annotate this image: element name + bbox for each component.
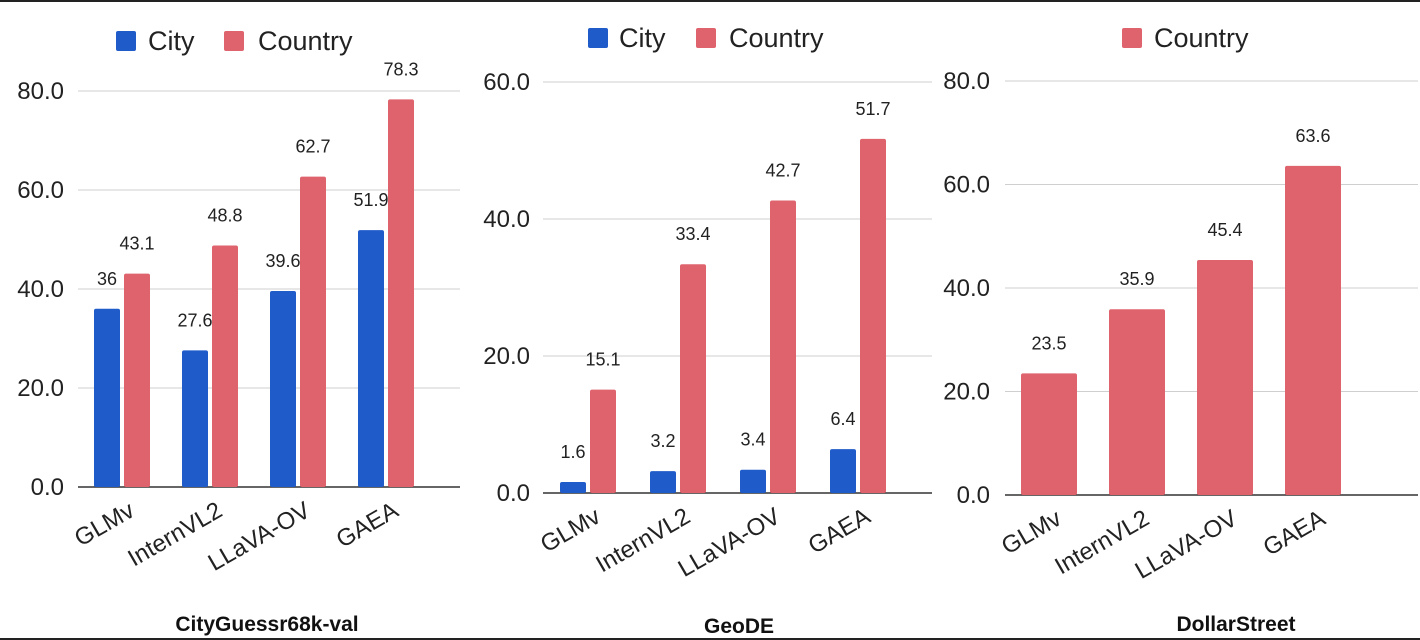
bar-country — [770, 200, 796, 493]
y-tick-label: 20.0 — [483, 343, 530, 370]
chart-panel-3: 0.020.040.060.080.023.5GLMv35.9InternVL2… — [943, 23, 1418, 636]
y-tick-label: 40.0 — [483, 206, 530, 233]
bar-country — [680, 264, 706, 493]
data-label: 36 — [97, 269, 117, 289]
data-label: 78.3 — [383, 59, 418, 79]
y-tick-label: 0.0 — [497, 480, 530, 507]
data-label: 1.6 — [560, 442, 585, 462]
bar-country — [1197, 260, 1253, 495]
legend-label: Country — [729, 23, 824, 53]
bar-city — [94, 308, 120, 487]
y-tick-label: 60.0 — [17, 177, 64, 204]
x-tick-label: GAEA — [332, 497, 403, 554]
top-border — [0, 0, 1420, 2]
data-label: 42.7 — [765, 161, 800, 181]
bar-country — [860, 138, 886, 494]
y-tick-label: 0.0 — [31, 474, 64, 501]
legend-swatch-country — [1122, 28, 1142, 48]
chart-panel-2: 0.020.040.060.01.615.1GLMv3.233.4InternV… — [483, 23, 932, 638]
bar-country — [300, 176, 326, 487]
bar-country — [1109, 309, 1165, 495]
bar-country — [1285, 165, 1341, 495]
y-tick-label: 60.0 — [483, 69, 530, 96]
y-tick-label: 40.0 — [943, 275, 990, 302]
bar-city — [182, 350, 208, 487]
y-tick-label: 20.0 — [17, 375, 64, 402]
chart-title: CityGuessr68k-val — [175, 613, 358, 636]
legend-label: Country — [258, 26, 353, 56]
data-label: 33.4 — [675, 224, 710, 244]
x-tick-label: GLMv — [997, 505, 1066, 560]
x-tick-label: GLMv — [536, 503, 605, 558]
bar-city — [830, 449, 856, 493]
data-label: 3.4 — [740, 430, 765, 450]
data-label: 35.9 — [1119, 269, 1154, 289]
data-label: 43.1 — [119, 234, 154, 254]
x-tick-label: GAEA — [1259, 505, 1330, 562]
legend-label: City — [619, 23, 666, 53]
data-label: 62.7 — [295, 137, 330, 157]
bar-country — [388, 99, 414, 487]
legend-swatch-city — [116, 31, 136, 51]
x-tick-label: GLMv — [70, 497, 139, 552]
y-tick-label: 60.0 — [943, 172, 990, 199]
chart-title: GeoDE — [704, 615, 774, 638]
y-tick-label: 20.0 — [943, 379, 990, 406]
legend-label: Country — [1154, 23, 1249, 53]
data-label: 45.4 — [1207, 220, 1242, 240]
y-tick-label: 0.0 — [957, 482, 990, 509]
data-label: 48.8 — [207, 205, 242, 225]
bar-city — [560, 482, 586, 493]
bar-city — [270, 290, 296, 487]
bar-country — [590, 389, 616, 493]
data-label: 3.2 — [650, 431, 675, 451]
bar-city — [740, 469, 766, 493]
data-label: 23.5 — [1031, 333, 1066, 353]
x-tick-label: LLaVA-OV — [674, 503, 785, 583]
legend-swatch-city — [588, 28, 608, 48]
bar-country — [1021, 373, 1077, 495]
bar-country — [212, 245, 238, 487]
data-label: 63.6 — [1295, 126, 1330, 146]
chart-panel-1: 0.020.040.060.080.03643.1GLMv27.648.8Int… — [17, 26, 460, 636]
y-tick-label: 80.0 — [943, 68, 990, 95]
data-label: 39.6 — [265, 251, 300, 271]
bar-city — [650, 471, 676, 493]
chart-title: DollarStreet — [1176, 613, 1295, 636]
data-label: 27.6 — [177, 310, 212, 330]
data-label: 6.4 — [830, 409, 855, 429]
data-label: 51.9 — [353, 190, 388, 210]
legend-swatch-country — [224, 31, 244, 51]
data-label: 51.7 — [855, 99, 890, 119]
y-tick-label: 40.0 — [17, 276, 64, 303]
bar-country — [124, 273, 150, 487]
y-tick-label: 80.0 — [17, 78, 64, 105]
data-label: 15.1 — [585, 350, 620, 370]
x-tick-label: GAEA — [804, 503, 875, 560]
bar-city — [358, 230, 384, 487]
legend-swatch-country — [696, 28, 716, 48]
legend-label: City — [148, 26, 195, 56]
bottom-border — [0, 638, 1420, 640]
